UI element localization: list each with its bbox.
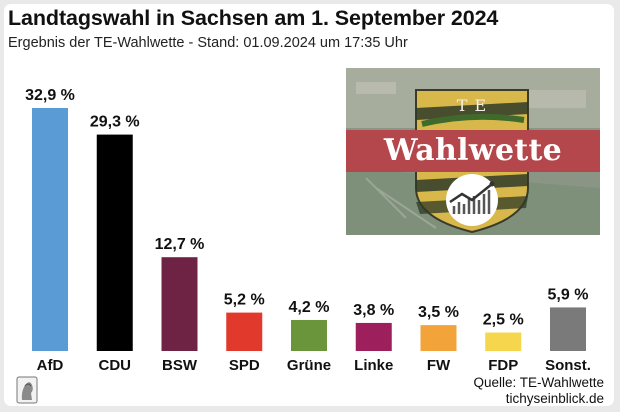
bar-fdp [485, 332, 522, 351]
category-label: Grüne [287, 357, 331, 374]
bar-value-label: 5,9 % [548, 286, 589, 303]
chart-title: Landtagswahl in Sachsen am 1. September … [8, 6, 499, 30]
bar-value-label: 12,7 % [155, 236, 205, 253]
chart-card: Landtagswahl in Sachsen am 1. September … [4, 4, 614, 406]
category-label: FW [427, 357, 451, 374]
bar-value-label: 2,5 % [483, 312, 524, 329]
bar-value-label: 4,2 % [289, 299, 330, 316]
trend-chart-icon [446, 174, 498, 226]
badge-initials: T E [456, 96, 488, 115]
chart-subtitle: Ergebnis der TE-Wahlwette - Stand: 01.09… [8, 35, 408, 51]
category-label: SPD [229, 357, 260, 374]
bar-afd [32, 108, 68, 351]
bar-value-label: 5,2 % [224, 292, 265, 309]
bar-spd [226, 312, 263, 351]
badge-background [346, 68, 600, 235]
tichys-einblick-logo-icon [16, 376, 38, 404]
bar-sonst [550, 307, 586, 351]
bar-bsw [161, 257, 198, 351]
source-site: tichyseinblick.de [505, 391, 604, 406]
source-label: Quelle: TE-Wahlwette [473, 375, 604, 390]
bar-value-label: 32,9 % [25, 87, 75, 104]
bar-value-label: 3,8 % [353, 302, 394, 319]
bar-value-label: 29,3 % [90, 114, 140, 131]
wahlwette-badge: T E Wahlwette [346, 68, 600, 235]
category-label: BSW [162, 357, 198, 374]
category-label: Linke [354, 357, 393, 374]
bar-cdu [96, 134, 133, 351]
category-label: AfD [37, 357, 64, 374]
bar-fw [420, 325, 457, 351]
source-note: Quelle: TE-Wahlwette tichyseinblick.de [473, 375, 604, 406]
bar-grüne [291, 319, 327, 351]
bar-chart: 32,9 % AfD 29,3 % CDU 12,7 % BSW 5,2 % SPD 4,2 %… [25, 87, 591, 374]
category-label: FDP [488, 357, 518, 374]
badge-wordmark: Wahlwette [383, 133, 563, 168]
bar-linke [355, 322, 392, 351]
category-label: CDU [99, 357, 132, 374]
bar-value-label: 3,5 % [418, 304, 459, 321]
category-label: Sonst. [545, 357, 591, 374]
